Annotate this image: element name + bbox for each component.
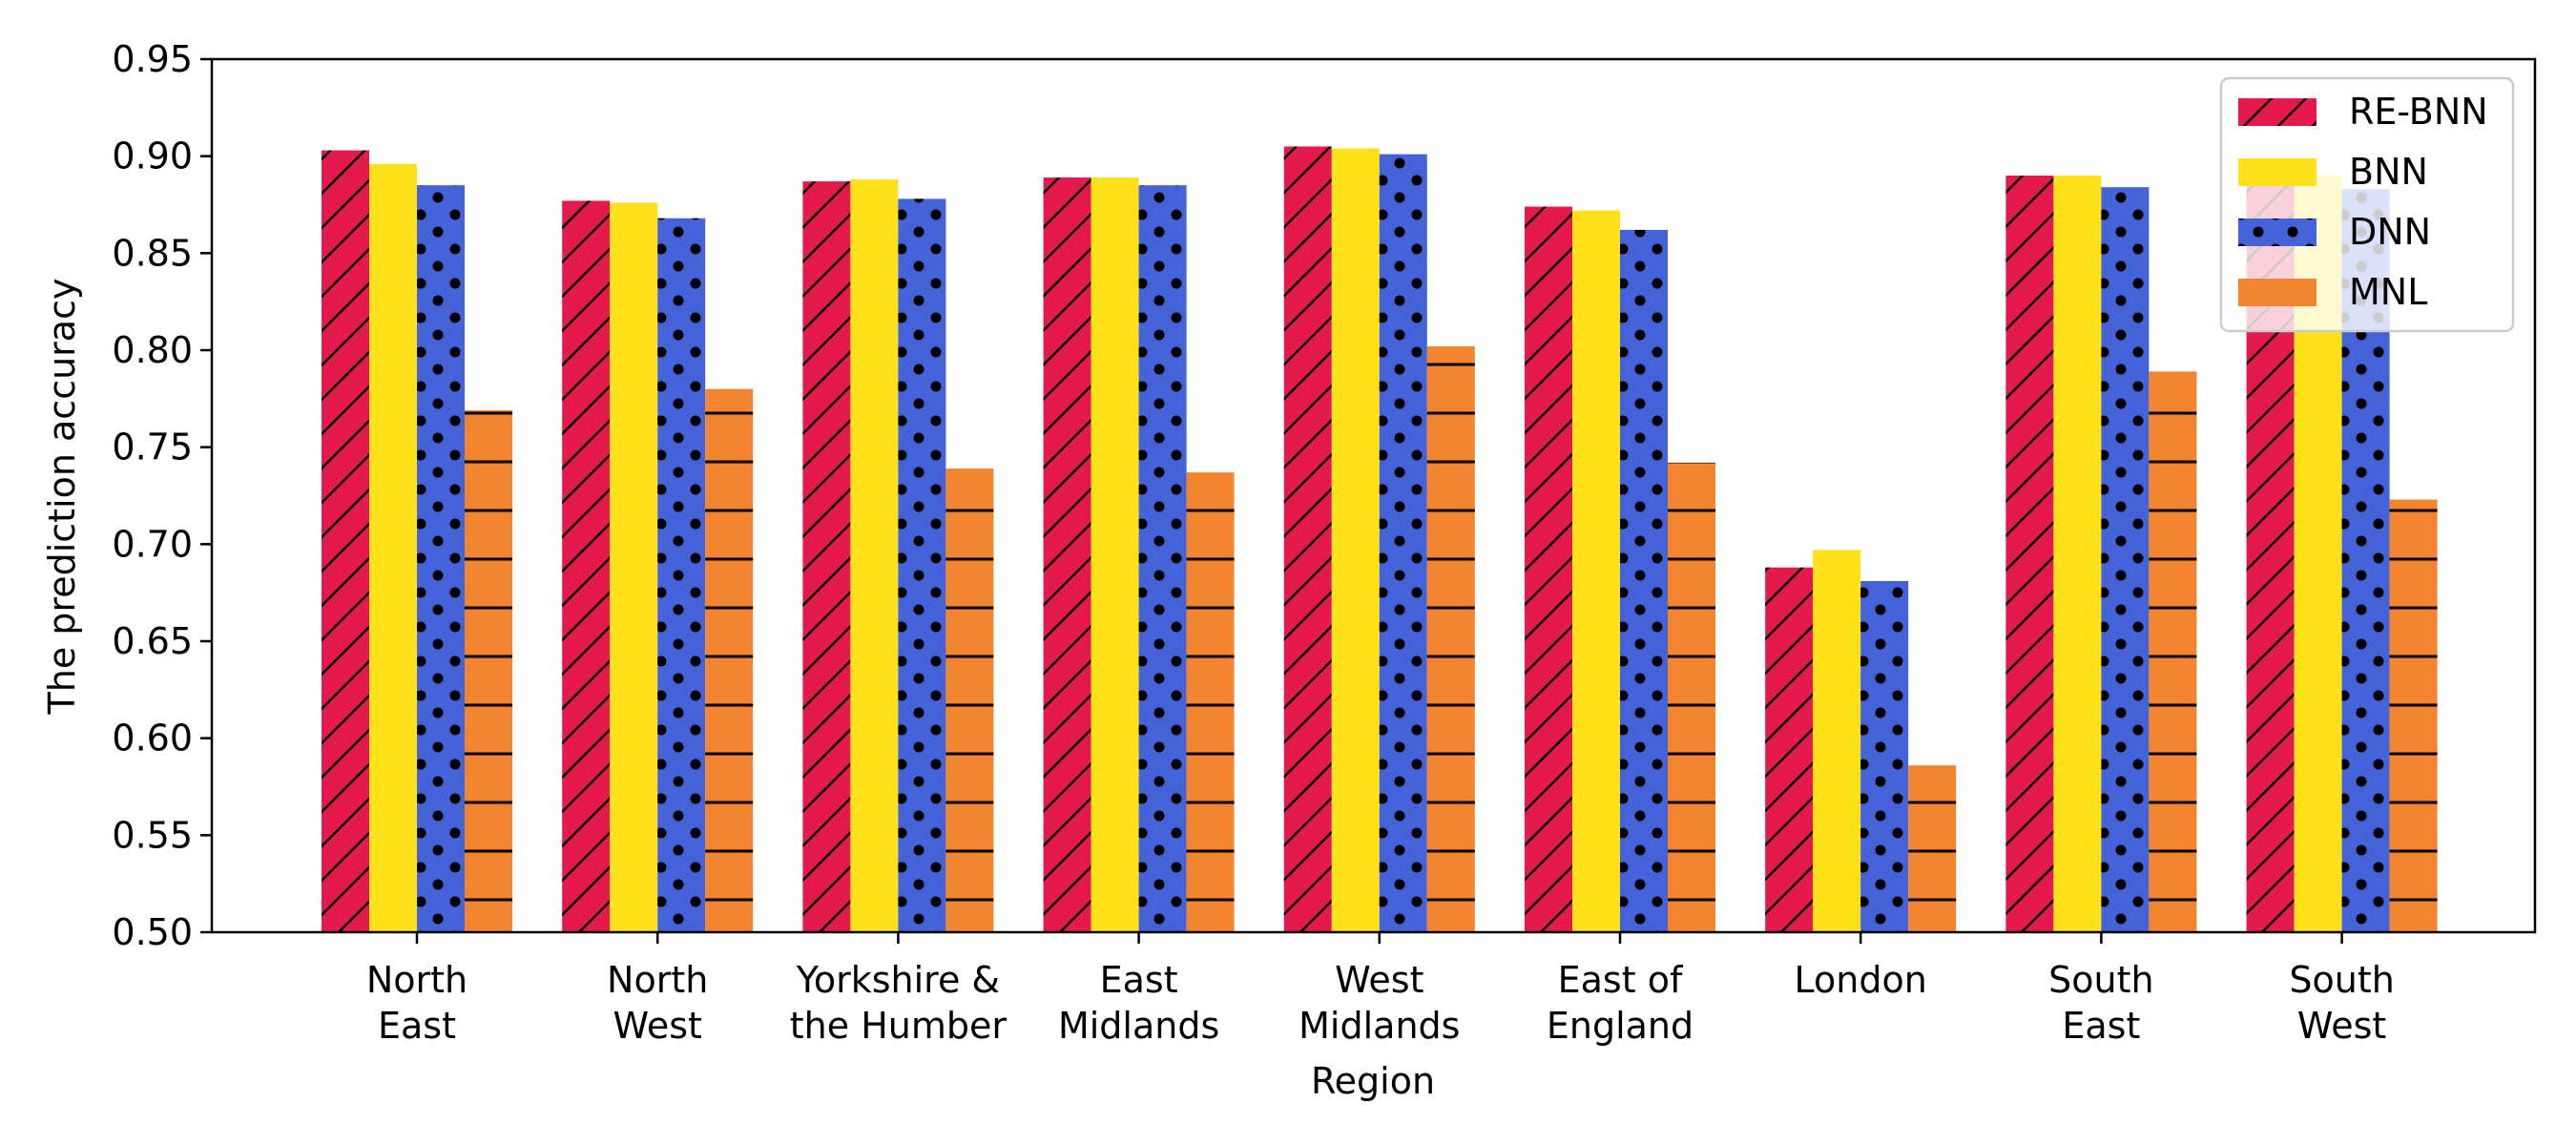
bar-pattern-mnl-1 — [705, 388, 754, 933]
bar-pattern-re-bnn-3 — [1043, 177, 1091, 933]
bar-pattern-re-bnn-4 — [1283, 146, 1332, 932]
legend-box — [2219, 76, 2515, 333]
x-axis-label: Region — [1311, 1060, 1435, 1102]
x-tick-label: Midlands — [1298, 1005, 1460, 1047]
bar-pattern-re-bnn-6 — [1765, 567, 1814, 932]
bar-pattern-mnl-4 — [1426, 345, 1475, 932]
bar-pattern-mnl-0 — [465, 410, 512, 932]
bar-bnn-3 — [1091, 177, 1139, 933]
bar-pattern-dnn-4 — [1379, 154, 1427, 933]
y-tick-label: 0.90 — [112, 135, 193, 177]
x-tick-label: East — [378, 1005, 456, 1047]
bar-bnn-1 — [610, 202, 658, 932]
legend-label: DNN — [2349, 211, 2431, 253]
legend-label: RE-BNN — [2349, 91, 2488, 133]
legend-swatch-pattern — [2238, 219, 2316, 246]
y-axis: 0.50 0.55 0.60 0.65 0.70 0.75 0.80 0.85 0.90 0.95 — [112, 38, 212, 953]
x-tick-label: England — [1547, 1005, 1693, 1047]
y-tick-label: 0.70 — [112, 523, 193, 565]
bar-pattern-re-bnn-1 — [562, 200, 611, 932]
y-tick-label: 0.95 — [112, 38, 193, 80]
bar-pattern-re-bnn-2 — [802, 181, 851, 933]
legend: RE-BNN BNN DNN MNL — [2219, 76, 2515, 333]
bar-pattern-mnl-7 — [2149, 371, 2197, 932]
bar-pattern-dnn-1 — [657, 218, 706, 932]
x-tick-label: East — [2062, 1005, 2140, 1047]
y-tick-label: 0.65 — [112, 620, 193, 662]
bar-bnn-4 — [1331, 148, 1380, 933]
bar-pattern-dnn-6 — [1860, 580, 1909, 932]
bar-pattern-mnl-8 — [2389, 499, 2438, 932]
bar-pattern-mnl-3 — [1186, 472, 1235, 932]
y-tick-label: 0.50 — [112, 911, 193, 953]
bar-pattern-re-bnn-0 — [322, 150, 369, 933]
legend-label: BNN — [2349, 151, 2428, 193]
y-tick-label: 0.60 — [112, 718, 193, 760]
x-tick-label: West — [1335, 959, 1423, 1001]
bar-bnn-7 — [2053, 176, 2102, 932]
x-tick-label: West — [2297, 1005, 2386, 1047]
bars-layer — [322, 146, 2438, 933]
x-tick-label: Yorkshire & — [796, 959, 1000, 1001]
x-tick-label: East of — [1558, 959, 1684, 1001]
x-tick-label: Midlands — [1058, 1005, 1219, 1047]
legend-swatch-pattern — [2238, 279, 2316, 306]
bar-bnn-5 — [1572, 210, 1620, 933]
y-axis-label: The prediction accuracy — [41, 279, 83, 716]
x-tick-label: South — [2048, 959, 2153, 1001]
x-tick-label: London — [1795, 959, 1927, 1001]
legend-swatch-pattern — [2238, 98, 2316, 126]
y-tick-label: 0.85 — [112, 232, 193, 274]
bar-pattern-mnl-2 — [945, 468, 994, 932]
bar-pattern-dnn-5 — [1620, 229, 1668, 932]
bar-pattern-dnn-3 — [1138, 185, 1187, 932]
bar-pattern-mnl-6 — [1908, 765, 1957, 932]
y-tick-label: 0.80 — [112, 329, 193, 371]
x-tick-label: North — [607, 959, 708, 1001]
bar-bnn-2 — [850, 179, 899, 933]
bar-pattern-dnn-7 — [2101, 187, 2150, 932]
x-tick-label: West — [613, 1005, 701, 1047]
plot-frame — [210, 57, 2537, 934]
legend-swatch — [2238, 158, 2316, 186]
legend-label: MNL — [2349, 271, 2427, 313]
bar-bnn-0 — [369, 163, 417, 933]
x-tick-label: South — [2289, 959, 2394, 1001]
y-tick-label: 0.75 — [112, 427, 193, 468]
bar-bnn-6 — [1813, 550, 1861, 932]
bar-pattern-dnn-0 — [417, 185, 465, 932]
y-tick-label: 0.55 — [112, 814, 193, 856]
bar-pattern-dnn-2 — [898, 198, 946, 932]
bar-pattern-re-bnn-7 — [2005, 176, 2054, 932]
x-tick-label: North — [366, 959, 467, 1001]
x-tick-label: the Humber — [790, 1005, 1008, 1047]
bar-pattern-mnl-5 — [1668, 462, 1715, 932]
bar-pattern-re-bnn-5 — [1525, 206, 1572, 933]
x-tick-label: East — [1100, 959, 1178, 1001]
